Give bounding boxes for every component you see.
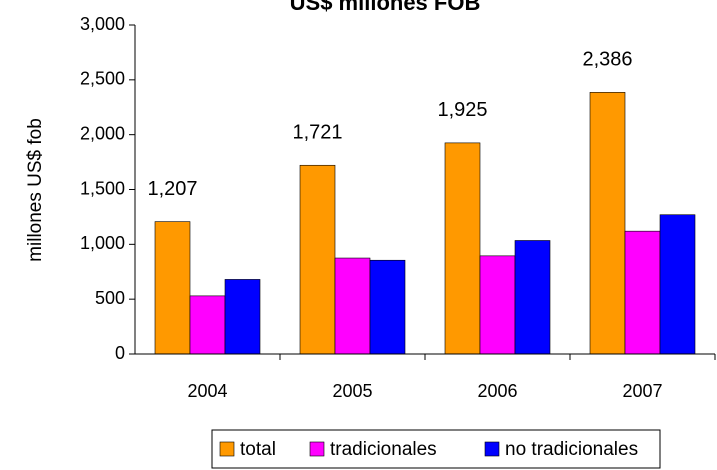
x-tick-label: 2007 [622, 381, 662, 401]
bar [224, 279, 261, 355]
y-tick-label: 2,500 [80, 69, 125, 89]
bar [189, 295, 226, 355]
y-tick-label: 2,000 [80, 123, 125, 143]
bar [589, 92, 626, 355]
y-tick-label: 1,500 [80, 178, 125, 198]
legend-label: no tradicionales [505, 439, 638, 460]
y-tick-label: 500 [95, 288, 125, 308]
bar [514, 240, 551, 355]
bar [299, 164, 336, 355]
y-tick-label: 1,000 [80, 233, 125, 253]
legend-label: total [240, 439, 276, 460]
x-tick-label: 2004 [187, 381, 227, 401]
bar [334, 257, 371, 355]
chart-title: US$ millones FOB [290, 0, 481, 15]
legend-box [211, 429, 661, 469]
bar [369, 259, 406, 355]
legend-swatch [309, 441, 325, 457]
bar [154, 221, 191, 355]
x-tick-label: 2006 [477, 381, 517, 401]
y-tick-label: 3,000 [80, 14, 125, 34]
value-label: 1,925 [437, 99, 487, 121]
value-label: 1,207 [147, 178, 197, 200]
y-axis-label: millones US$ fob [25, 118, 46, 262]
legend-swatch [219, 441, 235, 457]
value-label: 2,386 [582, 49, 632, 71]
legend-swatch [484, 441, 500, 457]
x-tick-label: 2005 [332, 381, 372, 401]
legend-label: tradicionales [330, 439, 437, 460]
bar [444, 142, 481, 355]
bar [479, 255, 516, 355]
y-tick-label: 0 [115, 343, 125, 363]
bar [659, 214, 696, 355]
bar [624, 230, 661, 355]
value-label: 1,721 [292, 122, 342, 144]
